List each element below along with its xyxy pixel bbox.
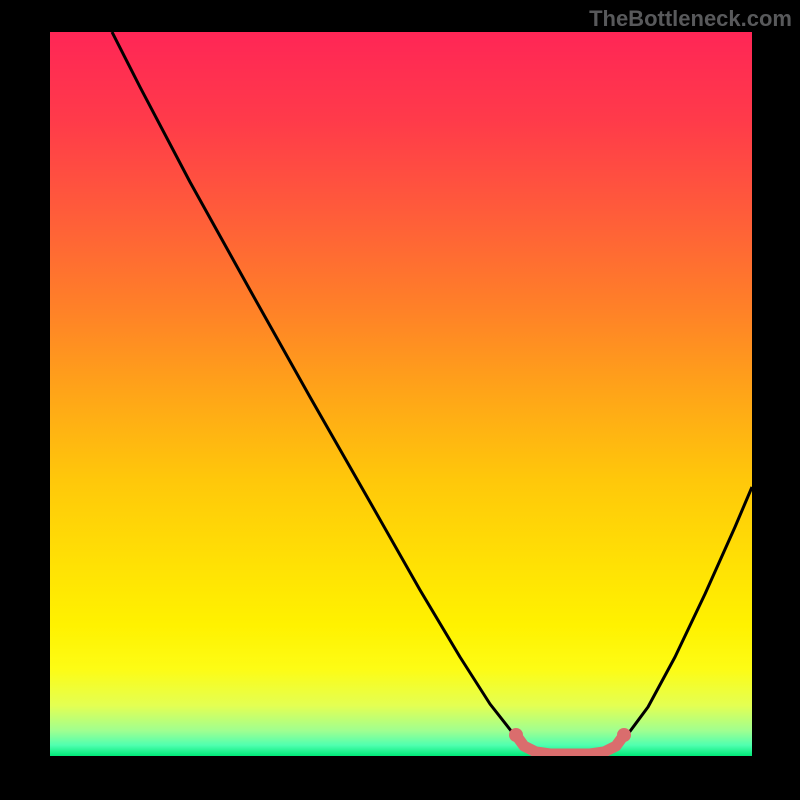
watermark-text: TheBottleneck.com xyxy=(589,6,792,32)
plot-area xyxy=(50,32,752,756)
gradient-background xyxy=(50,32,752,756)
chart-container: TheBottleneck.com xyxy=(0,0,800,800)
